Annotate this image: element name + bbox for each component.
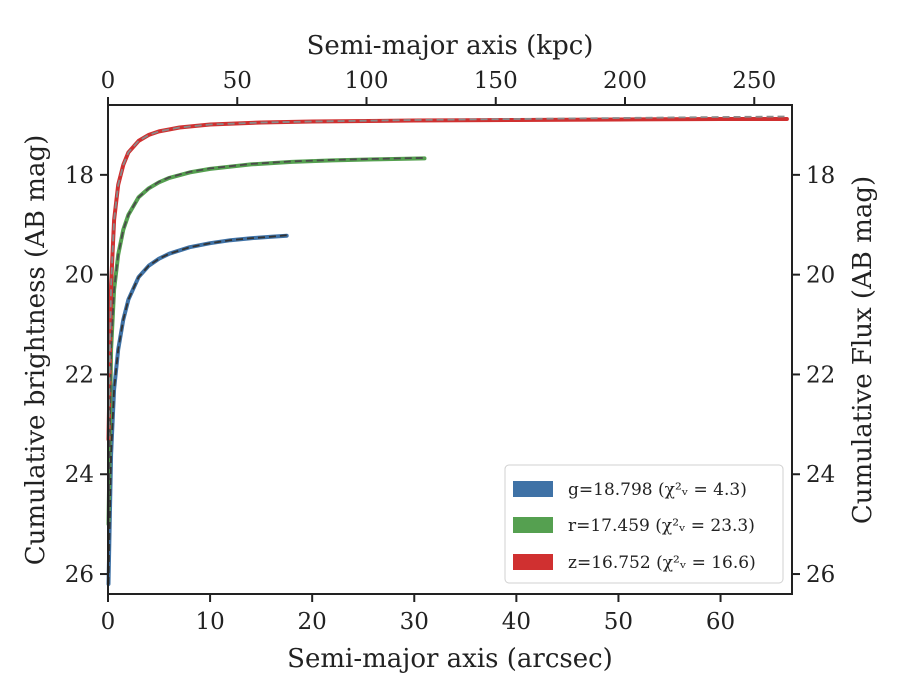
left-y-axis-label: Cumulative brightness (AB mag) <box>21 135 51 566</box>
legend-swatch-z <box>513 554 553 570</box>
y-tick-label-right-26: 26 <box>806 562 835 588</box>
y-tick-label-left-24: 24 <box>65 462 94 488</box>
plot-frame <box>107 104 793 595</box>
top-x-tick-label-200: 200 <box>603 68 647 94</box>
legend-label-z: z=16.752 (χ²ᵥ = 16.6) <box>568 553 756 573</box>
x-tick-label-10: 10 <box>195 609 224 635</box>
top-x-tick-label-0: 0 <box>101 68 116 94</box>
r-model-dashed-curve <box>107 157 425 525</box>
legend-band-g: g=18.798 <box>568 480 653 500</box>
y-tick-label-left-26: 26 <box>65 562 94 588</box>
legend-band-z: z=16.752 <box>568 553 651 573</box>
x-tick-label-20: 20 <box>298 609 327 635</box>
legend-chi-r: (χ²ᵥ = 23.3) <box>655 516 755 536</box>
y-tick-label-right-18: 18 <box>806 163 835 189</box>
g-model-dashed-curve <box>107 234 287 585</box>
legend-label-g: g=18.798 (χ²ᵥ = 4.3) <box>568 480 747 500</box>
right-y-axis-label: Cumulative Flux (AB mag) <box>848 176 878 524</box>
y-tick-label-right-20: 20 <box>806 263 835 289</box>
legend-chi-z: (χ²ᵥ = 16.6) <box>656 553 756 573</box>
y-tick-label-right-24: 24 <box>806 462 835 488</box>
x-tick-label-60: 60 <box>706 609 735 635</box>
x-tick-label-50: 50 <box>604 609 633 635</box>
y-tick-label-left-22: 22 <box>65 362 94 388</box>
legend-label-r: r=17.459 (χ²ᵥ = 23.3) <box>568 516 755 536</box>
z-model-dashed-curve <box>107 115 787 440</box>
top-x-tick-label-150: 150 <box>474 68 518 94</box>
legend: g=18.798 (χ²ᵥ = 4.3) r=17.459 (χ²ᵥ = 23.… <box>504 464 784 584</box>
y-tick-label-left-18: 18 <box>65 163 94 189</box>
legend-band-r: r=17.459 <box>568 516 650 536</box>
top-x-axis-label: Semi-major axis (kpc) <box>307 31 594 61</box>
series-r-curve <box>106 156 427 527</box>
legend-swatch-r <box>513 517 553 533</box>
top-x-tick-label-50: 50 <box>223 68 252 94</box>
legend-box <box>504 464 784 584</box>
ticks-layer: 0 10 20 30 40 50 60 0 50 100 150 200 250 18 18 20 20 22 22… <box>65 68 836 635</box>
y-tick-label-left-20: 20 <box>65 263 94 289</box>
x-tick-label-30: 30 <box>400 609 429 635</box>
top-x-tick-label-100: 100 <box>345 68 389 94</box>
x-tick-label-0: 0 <box>101 609 116 635</box>
series-g-curve <box>106 233 289 586</box>
legend-chi-g: (χ²ᵥ = 4.3) <box>658 480 747 500</box>
legend-swatch-g <box>513 481 553 497</box>
x-tick-label-40: 40 <box>502 609 531 635</box>
bottom-x-axis-label: Semi-major axis (arcsec) <box>287 644 613 674</box>
series-layer <box>106 115 789 586</box>
y-tick-label-right-22: 22 <box>806 362 835 388</box>
top-x-tick-label-250: 250 <box>732 68 776 94</box>
